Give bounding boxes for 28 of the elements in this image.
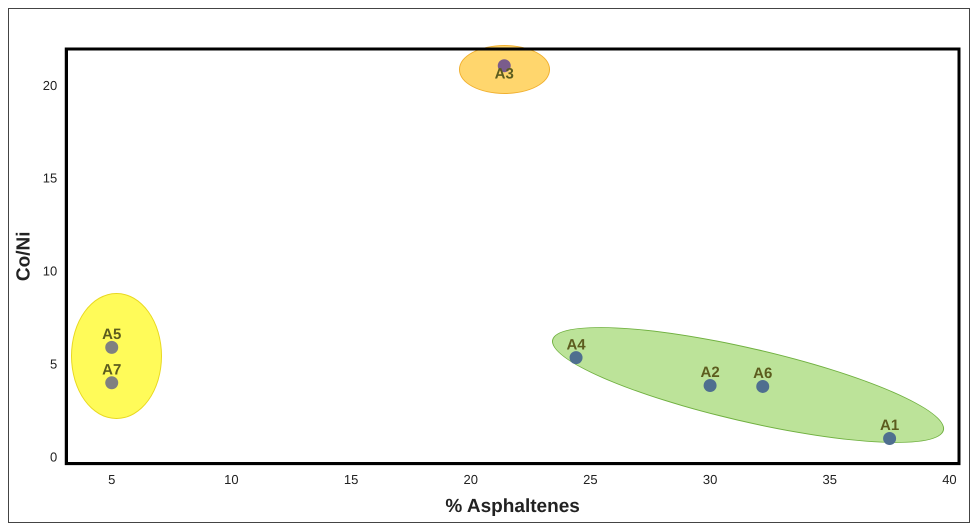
annotation: A6 (753, 365, 772, 382)
point (105, 376, 118, 390)
x-tick-label: 25 (583, 472, 598, 487)
y-tick-label: 20 (42, 78, 58, 93)
point (105, 340, 118, 354)
point (883, 432, 896, 445)
annotation: A3 (494, 65, 514, 82)
x-tick-label: 10 (224, 472, 239, 487)
x-tick-label: 20 (464, 472, 478, 487)
point (570, 351, 583, 364)
point (704, 379, 717, 392)
y-tick-label: 15 (42, 170, 58, 186)
annotation: A7 (102, 361, 122, 378)
y-tick-label: 10 (42, 264, 58, 279)
annotation: A5 (102, 326, 122, 344)
y-tick-label: 0 (50, 450, 58, 465)
x-tick-label: 30 (702, 472, 718, 487)
x-tick-label: 5 (108, 472, 116, 487)
x-axis-title: % Asphaltenes (445, 496, 580, 517)
annotation: A2 (700, 364, 720, 382)
x-tick-label: 40 (942, 472, 957, 487)
annotation: A1 (880, 417, 900, 434)
y-tick-label: 5 (50, 356, 58, 372)
y-axis-title: Co/Ni (14, 231, 35, 282)
x-tick-label: 15 (344, 472, 358, 487)
point (756, 380, 770, 393)
x-tick-label: 35 (822, 472, 837, 487)
annotation: A4 (566, 336, 586, 354)
